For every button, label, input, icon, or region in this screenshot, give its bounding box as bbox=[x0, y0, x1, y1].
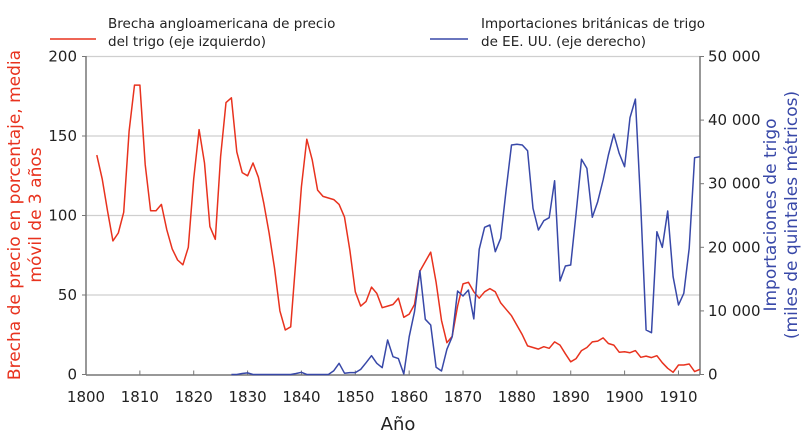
legend-label-price-gap-line1: Brecha angloamericana de precio bbox=[108, 16, 335, 32]
y-right-tick-label: 40 000 bbox=[708, 111, 761, 129]
x-tick-label: 1880 bbox=[498, 388, 536, 406]
y-right-tick-label: 30 000 bbox=[708, 175, 761, 193]
y-axis-right-title-line2: (miles de quintales métricos) bbox=[782, 91, 802, 339]
legend: Brecha angloamericana de precio del trig… bbox=[50, 16, 705, 50]
y-right-tick-label: 50 000 bbox=[708, 48, 761, 66]
y-axis-left-title-line2: móvil de 3 años bbox=[26, 147, 46, 282]
x-tick-label: 1870 bbox=[444, 388, 482, 406]
y-axis-right-title-line1: Importaciones de trigo bbox=[761, 118, 781, 311]
gridlines bbox=[86, 57, 700, 296]
series-line-price-gap bbox=[97, 85, 700, 372]
x-tick-label: 1890 bbox=[552, 388, 590, 406]
legend-label-imports-line1: Importaciones británicas de trigo bbox=[481, 16, 705, 32]
y-axis-left-title: Brecha de precio en porcentaje, media mó… bbox=[5, 50, 46, 380]
y-left-tick-label: 0 bbox=[67, 366, 77, 384]
y-left-tick-label: 150 bbox=[48, 127, 77, 145]
x-tick-label: 1840 bbox=[282, 388, 320, 406]
legend-label-imports-line2: de EE. UU. (eje derecho) bbox=[481, 34, 646, 50]
y-right-tick-label: 20 000 bbox=[708, 238, 761, 256]
y-right-tick-label: 10 000 bbox=[708, 302, 761, 320]
x-tick-label: 1810 bbox=[121, 388, 159, 406]
series-lines bbox=[97, 85, 700, 374]
x-tick-label: 1830 bbox=[228, 388, 266, 406]
x-tick-label: 1800 bbox=[67, 388, 105, 406]
legend-label-price-gap-line2: del trigo (eje izquierdo) bbox=[108, 34, 266, 50]
y-left-tick-label: 200 bbox=[48, 48, 77, 66]
axis-ticks: 0 50 100 150 200 0 10 000 20 000 30 000 40 000 50 … bbox=[48, 48, 760, 407]
y-axis-right-title: Importaciones de trigo (miles de quintal… bbox=[761, 91, 802, 339]
series-line-imports bbox=[231, 99, 700, 374]
x-tick-label: 1820 bbox=[175, 388, 213, 406]
y-left-tick-label: 100 bbox=[48, 207, 77, 225]
y-axis-left-title-line1: Brecha de precio en porcentaje, media bbox=[5, 50, 25, 380]
x-tick-label: 1900 bbox=[606, 388, 644, 406]
x-tick-label: 1850 bbox=[336, 388, 374, 406]
x-tick-label: 1910 bbox=[659, 388, 697, 406]
y-right-tick-label: 0 bbox=[708, 366, 718, 384]
x-tick-label: 1860 bbox=[390, 388, 428, 406]
y-left-tick-label: 50 bbox=[58, 286, 77, 304]
x-axis-title: Año bbox=[381, 414, 416, 435]
